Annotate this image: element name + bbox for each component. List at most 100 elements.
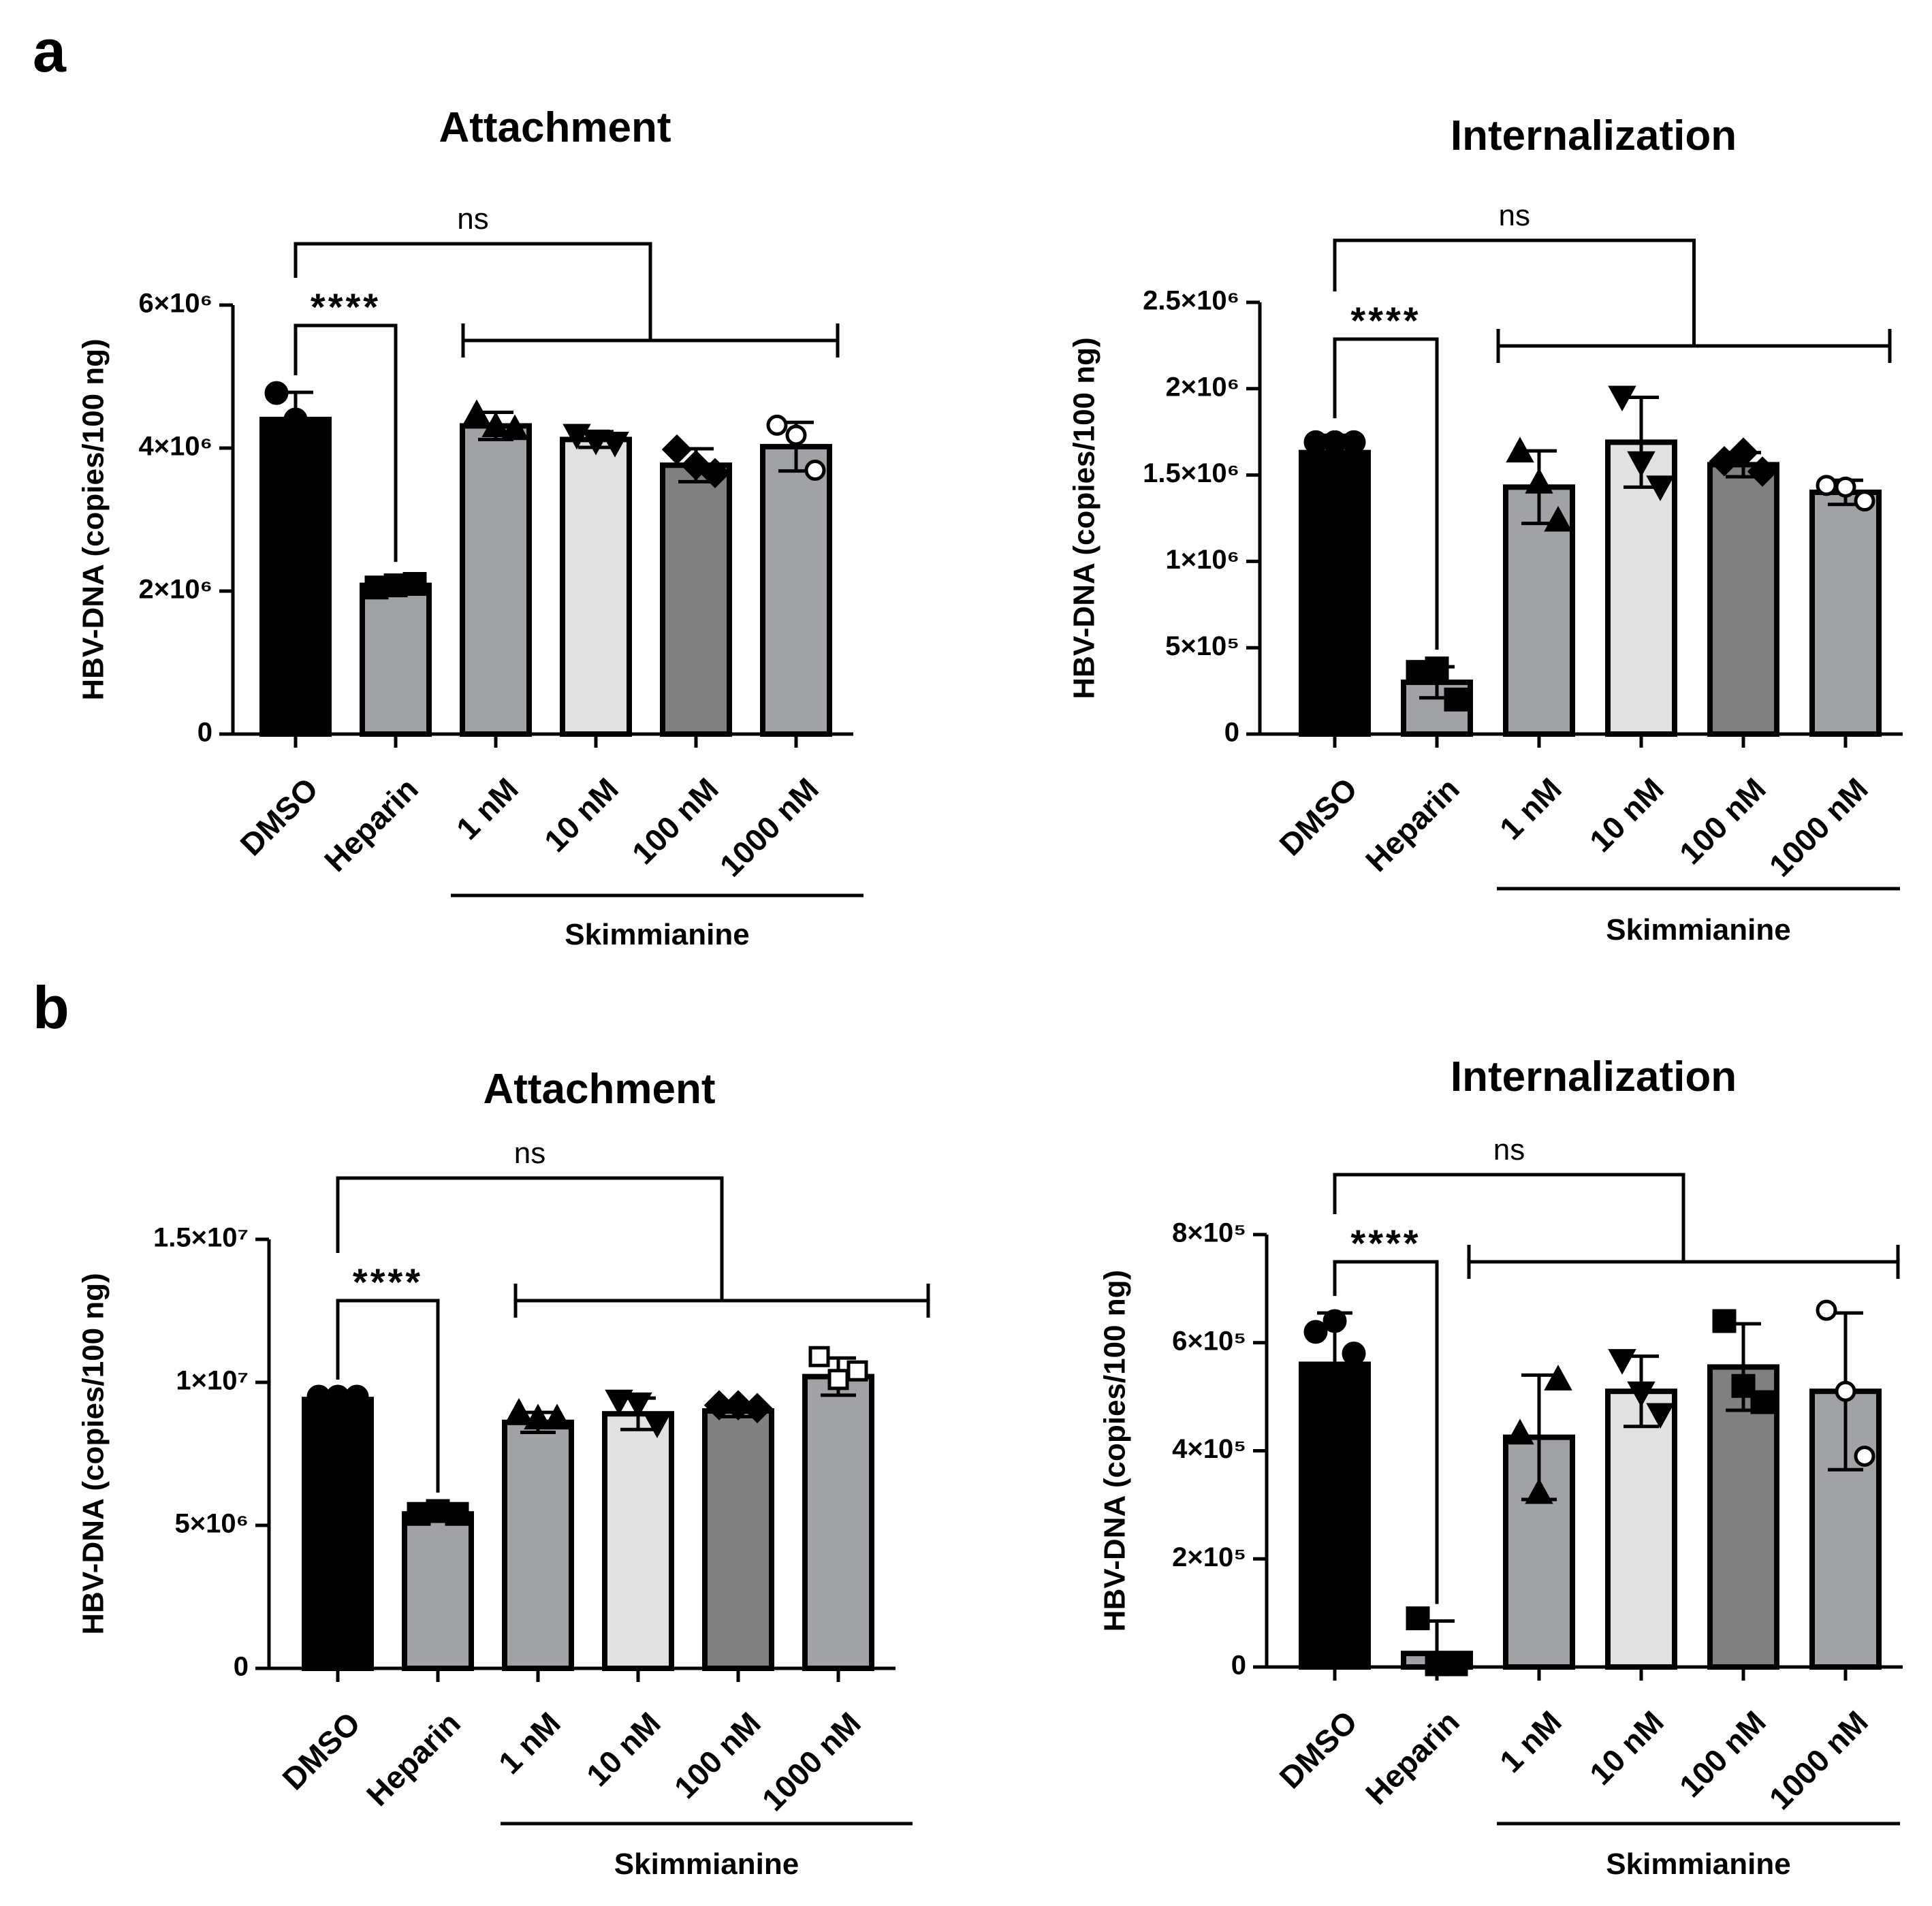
- group-label: Skimmianine: [1606, 1847, 1790, 1881]
- y-tick-label: 0: [1231, 1651, 1246, 1681]
- y-tick-label: 0: [1224, 718, 1239, 748]
- y-tick-label: 5×10⁶: [174, 1509, 249, 1539]
- point-1000-nm: [808, 1346, 830, 1367]
- point-1-nm: [481, 411, 510, 438]
- chart-a-attachment: Attachment HBV-DNA (copies/100 ng) 0 2×10⁶ 4…: [77, 104, 864, 951]
- point-dmso: [264, 381, 289, 405]
- x-tick-label-1-nm: 1 nM: [492, 1705, 567, 1781]
- bar-1000-nm: [760, 443, 832, 737]
- bar-1000-nm: [1809, 489, 1882, 737]
- y-tick-label: 6×10⁶: [138, 289, 212, 319]
- point-dmso: [1323, 1309, 1347, 1333]
- point-10-nm: [1608, 385, 1636, 412]
- chart-title: Internalization: [1451, 112, 1737, 159]
- point-100-nm: [1750, 1390, 1775, 1414]
- significance-label-ns: ns: [1493, 1133, 1525, 1166]
- x-tick-label-100-nm: 100 nM: [625, 771, 725, 871]
- significance-bracket-ns: [294, 242, 652, 340]
- x-tick-label-10-nm: 10 nM: [537, 771, 625, 859]
- group-label: Skimmianine: [565, 918, 749, 951]
- point-1-nm: [501, 414, 529, 441]
- y-tick-label: 1×10⁷: [176, 1366, 249, 1396]
- point-1000-nm: [1835, 1380, 1856, 1402]
- point-1000-nm: [1835, 476, 1856, 498]
- y-tick-label: 5×10⁵: [1165, 631, 1239, 661]
- y-tick-label: 1.5×10⁶: [1143, 458, 1239, 488]
- point-dmso: [1303, 1320, 1328, 1344]
- significance-label-heparin: ****: [353, 1260, 423, 1303]
- chart-b-internalization: Internalization HBV-DNA (copies/100 ng) 0 2…: [1098, 1053, 1903, 1881]
- point-10-nm: [605, 1389, 633, 1416]
- significance-label-ns: ns: [457, 202, 488, 236]
- point-1-nm: [1525, 1478, 1553, 1504]
- significance-bracket-ns: [1333, 1173, 1685, 1262]
- panel-label-a: a: [33, 17, 67, 84]
- bar-heparin: [360, 582, 432, 737]
- point-1-nm: [1544, 505, 1572, 532]
- bar-10-nm: [602, 1411, 674, 1671]
- significance-bracket-heparin: [336, 1299, 440, 1493]
- point-1000-nm: [1854, 490, 1875, 512]
- bar-1-nm: [460, 423, 532, 737]
- x-tick-label-10-nm: 10 nM: [1583, 1704, 1670, 1792]
- y-tick-label: 2×10⁵: [1172, 1542, 1246, 1572]
- point-1000-nm: [846, 1360, 868, 1382]
- x-tick-label-10-nm: 10 nM: [580, 1705, 667, 1793]
- point-dmso: [302, 434, 327, 458]
- point-1000-nm: [785, 424, 807, 446]
- y-tick-label: 1×10⁶: [1165, 545, 1239, 575]
- x-tick-label-1-nm: 1 nM: [1493, 1704, 1568, 1779]
- point-heparin: [1444, 687, 1468, 712]
- point-1000-nm: [827, 1369, 849, 1391]
- significance-label-heparin: ****: [1350, 299, 1421, 342]
- point-10-nm: [1627, 451, 1656, 477]
- x-tick-label-1000-nm: 1000 nM: [1762, 1704, 1875, 1816]
- point-1-nm: [462, 399, 491, 426]
- y-axis-label: HBV-DNA (copies/100 ng): [1098, 1270, 1132, 1632]
- point-dmso: [283, 407, 308, 432]
- bar-10-nm: [560, 436, 632, 737]
- point-100-nm: [1712, 1309, 1737, 1333]
- y-tick-label: 8×10⁵: [1172, 1218, 1246, 1248]
- point-dmso: [1342, 430, 1366, 454]
- group-label: Skimmianine: [1606, 913, 1790, 947]
- point-100-nm: [742, 1393, 773, 1424]
- point-10-nm: [601, 432, 629, 458]
- bar-1-nm: [502, 1419, 574, 1672]
- point-1000-nm: [766, 414, 788, 436]
- point-1-nm: [524, 1403, 552, 1430]
- point-1-nm: [1544, 1365, 1572, 1391]
- x-tick-label-1000-nm: 1000 nM: [755, 1705, 868, 1817]
- point-10-nm: [582, 429, 610, 456]
- y-tick-label: 0: [234, 1652, 249, 1682]
- chart-title: Attachment: [483, 1066, 715, 1113]
- x-tick-label-dmso: DMSO: [275, 1705, 366, 1796]
- y-tick-label: 2×10⁶: [138, 575, 212, 605]
- x-tick-label-heparin: Heparin: [360, 1705, 467, 1813]
- bar-heparin: [402, 1511, 474, 1671]
- y-tick-label: 2.5×10⁶: [1143, 286, 1239, 316]
- point-heparin: [445, 1502, 469, 1526]
- point-100-nm: [699, 458, 731, 489]
- panel-label-b: b: [33, 974, 69, 1041]
- point-heparin: [1444, 1652, 1468, 1677]
- y-tick-label: 2×10⁶: [1165, 372, 1239, 402]
- point-1-nm: [505, 1398, 533, 1424]
- y-axis-label: HBV-DNA (copies/100 ng): [1068, 337, 1101, 699]
- x-tick-label-1000-nm: 1000 nM: [1762, 771, 1875, 883]
- significance-bracket-heparin: [1333, 1260, 1439, 1604]
- bar-100-nm: [702, 1408, 774, 1671]
- point-1-nm: [1506, 1418, 1534, 1445]
- point-100-nm: [1731, 1373, 1756, 1398]
- x-tick-label-heparin: Heparin: [1359, 1704, 1466, 1811]
- significance-bracket-ns: [1333, 238, 1696, 346]
- point-100-nm: [723, 1390, 754, 1420]
- significance-label-ns: ns: [514, 1137, 545, 1170]
- point-heparin: [1425, 656, 1449, 681]
- significance-label-heparin: ****: [1350, 1222, 1421, 1265]
- chart-title: Internalization: [1451, 1053, 1737, 1100]
- point-10-nm: [1646, 475, 1675, 502]
- x-tick-label-10-nm: 10 nM: [1583, 771, 1670, 859]
- chart-b-attachment: Attachment HBV-DNA (copies/100 ng) 0 5×10⁶ 1…: [77, 1066, 930, 1881]
